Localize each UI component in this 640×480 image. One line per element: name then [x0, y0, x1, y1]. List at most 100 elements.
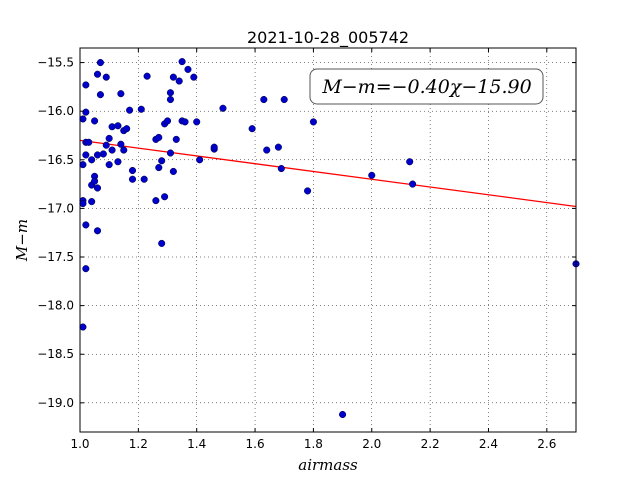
data-point — [137, 105, 145, 113]
data-point — [105, 134, 113, 142]
x-tick-label: 1.6 — [246, 437, 265, 451]
data-point — [91, 117, 99, 125]
data-point — [277, 164, 285, 173]
data-point — [368, 171, 376, 179]
data-point — [105, 161, 113, 169]
data-point — [172, 135, 180, 143]
data-point — [219, 104, 227, 112]
data-point — [79, 115, 87, 123]
data-point — [163, 117, 172, 125]
axis-ticks: 1.0 1.2 1.4 1.6 1.8 2.0 2.2 2.4 2.6 −15.5 −16.0 −16… — [37, 48, 576, 451]
data-point — [304, 187, 312, 195]
data-point — [184, 65, 192, 73]
data-point — [88, 198, 96, 206]
data-point — [158, 239, 166, 247]
data-points — [79, 58, 580, 419]
data-point — [91, 177, 99, 185]
y-tick-label: −17.5 — [37, 250, 74, 264]
fit-line-group — [79, 139, 577, 208]
data-point — [88, 156, 96, 164]
data-point — [196, 156, 204, 164]
x-tick-label: 2.6 — [537, 437, 556, 451]
data-point — [155, 133, 163, 141]
data-point — [117, 140, 125, 148]
data-point — [93, 70, 102, 78]
data-point — [152, 197, 160, 205]
data-point — [143, 72, 151, 80]
data-point — [93, 184, 102, 192]
y-tick-label: −17.0 — [37, 201, 74, 215]
x-tick-label: 1.0 — [70, 437, 89, 451]
data-point — [161, 193, 169, 201]
data-point — [82, 151, 90, 159]
data-point — [155, 164, 163, 172]
x-axis-label: airmass — [298, 456, 358, 474]
data-point — [158, 157, 166, 165]
data-point — [82, 221, 90, 229]
data-point — [260, 95, 268, 104]
data-point — [263, 146, 271, 154]
data-point — [190, 73, 198, 81]
y-tick-label: −18.0 — [37, 299, 74, 313]
data-point — [128, 166, 137, 175]
fit-label-frame — [309, 68, 544, 105]
data-point — [79, 161, 87, 169]
data-point — [309, 118, 317, 126]
data-point — [166, 149, 174, 157]
data-point — [169, 73, 177, 81]
x-tick-label: 1.4 — [187, 437, 206, 451]
y-tick-label: −19.0 — [37, 396, 74, 410]
data-point — [126, 106, 134, 114]
x-tick-label: 2.2 — [421, 437, 440, 451]
data-point — [210, 143, 218, 151]
data-point — [178, 58, 186, 66]
x-tick-label: 1.8 — [304, 437, 323, 451]
data-point — [82, 108, 90, 116]
plot-frame — [79, 47, 577, 433]
data-point — [140, 175, 148, 183]
data-point — [169, 167, 177, 176]
data-point — [114, 158, 122, 166]
data-point — [82, 265, 90, 273]
data-point — [108, 123, 116, 131]
data-point — [96, 91, 104, 99]
data-point — [406, 158, 414, 166]
data-point — [181, 118, 189, 126]
data-point — [166, 89, 174, 97]
fit-line — [79, 139, 577, 208]
data-point — [79, 199, 87, 208]
data-point — [280, 95, 288, 104]
data-point — [339, 410, 347, 419]
data-point — [102, 141, 110, 149]
data-point — [108, 146, 116, 154]
data-point — [85, 138, 93, 146]
fit-equation-label: M−m=−0.40χ−15.90 — [321, 76, 531, 98]
data-point — [117, 90, 125, 98]
y-tick-label: −18.5 — [37, 347, 74, 361]
data-point — [99, 150, 107, 158]
data-point — [409, 180, 417, 188]
x-tick-label: 1.2 — [129, 437, 148, 451]
data-point — [114, 122, 122, 130]
y-tick-label: −16.0 — [37, 104, 74, 118]
data-point — [166, 95, 174, 104]
data-point — [93, 151, 102, 159]
chart-title: 2021-10-28_005742 — [247, 28, 409, 48]
x-tick-label: 2.4 — [479, 437, 498, 451]
data-point — [120, 146, 128, 154]
grid-lines — [80, 48, 576, 432]
y-tick-label: −16.5 — [37, 153, 74, 167]
data-point — [175, 77, 183, 85]
data-point — [274, 143, 282, 151]
data-point — [96, 59, 104, 67]
fit-label-box: M−m=−0.40χ−15.90 — [309, 68, 544, 105]
data-point — [123, 125, 131, 133]
data-point — [193, 118, 201, 126]
y-tick-label: −15.5 — [37, 56, 74, 70]
data-point — [102, 73, 110, 81]
data-point — [248, 125, 256, 133]
data-point — [93, 227, 102, 235]
x-tick-label: 2.0 — [362, 437, 381, 451]
data-point — [82, 81, 90, 89]
